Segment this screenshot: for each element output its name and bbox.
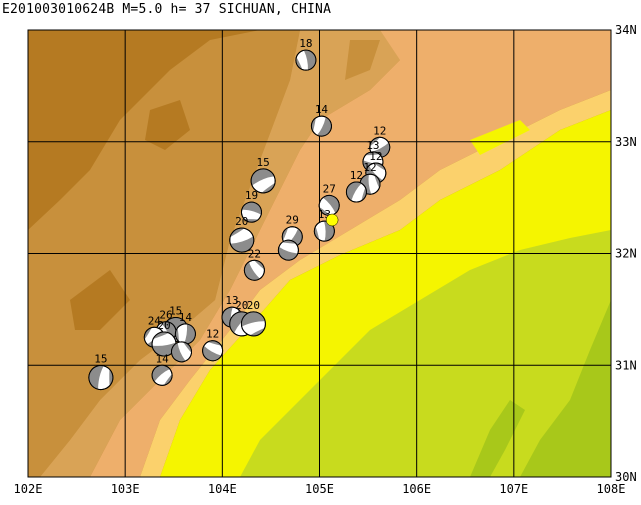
event-depth-label: 20	[235, 299, 248, 312]
beachball-icon	[88, 365, 114, 391]
lon-tick-label: 106E	[402, 482, 431, 496]
event-depth-label: 12	[206, 328, 219, 341]
event-depth-label: 14	[179, 311, 193, 324]
lon-tick-label: 107E	[499, 482, 528, 496]
plain-strip	[470, 120, 530, 155]
event-depth-label: 15	[257, 156, 270, 169]
event-depth-label: 12	[363, 161, 376, 174]
beachball-icon	[295, 49, 317, 71]
lat-tick-label: 31N	[615, 358, 637, 372]
event-depth-label: 22	[248, 247, 261, 260]
beachball-icon	[277, 239, 299, 261]
beachball-icon	[310, 115, 332, 137]
event-depth-label: 13	[225, 294, 238, 307]
beachball-icon	[345, 181, 367, 203]
beachball-icon	[240, 201, 262, 223]
event-depth-label: 26	[159, 309, 172, 322]
latitude-labels: 30N 31N 32N 33N 34N	[615, 23, 637, 484]
lon-tick-label: 104E	[208, 482, 237, 496]
lon-tick-label: 105E	[305, 482, 334, 496]
beachball-icon	[171, 341, 193, 363]
event-depth-label: 12	[373, 124, 386, 137]
event-depth-label: 20	[157, 319, 170, 332]
event-depth-label: 24	[148, 314, 162, 327]
event-depth-label: 15	[94, 353, 107, 366]
ridge-zone-2	[470, 400, 525, 477]
lon-tick-label: 108E	[597, 482, 626, 496]
map-title: E201003010624B M=5.0 h= 37 SICHUAN, CHIN…	[2, 2, 332, 17]
map-frame	[27, 29, 612, 478]
beachball-icon	[250, 168, 276, 194]
event-depth-label: 20	[235, 215, 248, 228]
event-depth-label: 29	[286, 214, 299, 227]
beachball-icon	[240, 311, 266, 337]
event-depth-label: 15	[169, 304, 182, 317]
beachball-icon	[229, 227, 255, 253]
highland-patch-3	[145, 100, 190, 150]
event-depth-label: 14	[155, 352, 169, 365]
lat-tick-label: 32N	[615, 247, 637, 261]
lat-tick-label: 30N	[615, 470, 637, 484]
event-depth-label: 12	[369, 150, 382, 163]
beachball-icon	[174, 323, 196, 345]
ridge-zone-1	[520, 300, 611, 477]
longitude-labels: 102E 103E 104E 105E 106E 107E 108E	[14, 482, 626, 496]
event-depth-label: 27	[323, 182, 336, 195]
event-depth-label: 19	[245, 189, 258, 202]
highland-patch-2	[70, 270, 130, 330]
event-depth-label: 14	[315, 103, 329, 116]
event-depth-label: 12	[350, 169, 363, 182]
beachball-icon	[202, 340, 224, 362]
lon-tick-label: 102E	[14, 482, 43, 496]
lon-tick-label: 103E	[111, 482, 140, 496]
lat-tick-label: 34N	[615, 23, 637, 37]
lat-lon-grid	[28, 30, 611, 477]
event-depth-label: 20	[247, 299, 260, 312]
beachball-icon	[151, 364, 173, 386]
event-depth-label: 13	[366, 139, 379, 152]
event-depth-label: 18	[299, 37, 312, 50]
lat-tick-label: 33N	[615, 135, 637, 149]
epicenter-marker	[325, 213, 339, 227]
beachball-icon	[243, 259, 265, 281]
highland-patch-1	[345, 40, 380, 80]
